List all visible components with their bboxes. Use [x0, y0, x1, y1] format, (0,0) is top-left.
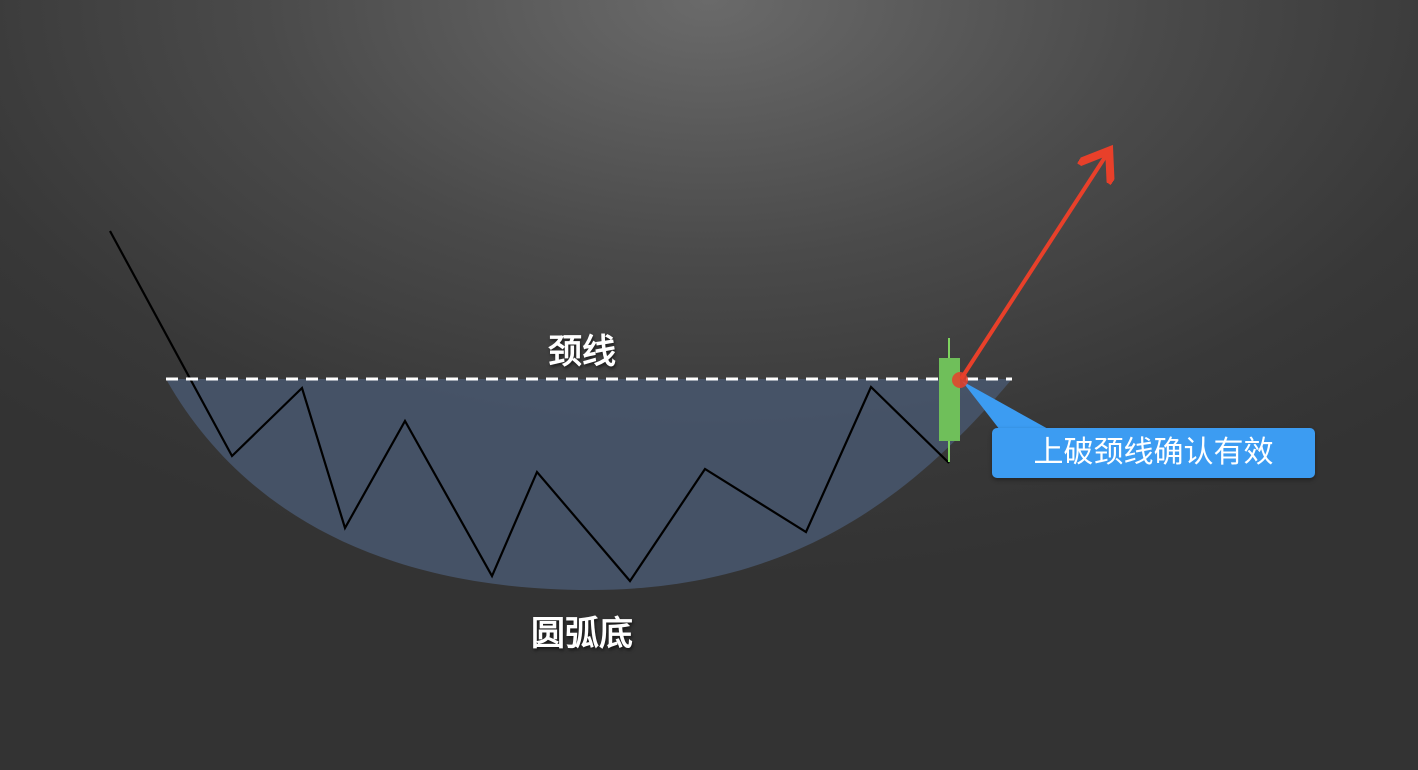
neckline-label: 颈线: [548, 332, 616, 372]
pattern-label: 圆弧底: [531, 614, 633, 654]
breakout-arrow-icon: [959, 154, 1107, 381]
breakout-callout: 上破颈线确认有效: [992, 428, 1315, 478]
rounding-bottom-area: [166, 379, 1012, 590]
price-line: [109, 230, 950, 583]
breakout-point: [952, 372, 968, 388]
callout-pointer: [962, 381, 1050, 430]
candle-body: [939, 358, 960, 441]
